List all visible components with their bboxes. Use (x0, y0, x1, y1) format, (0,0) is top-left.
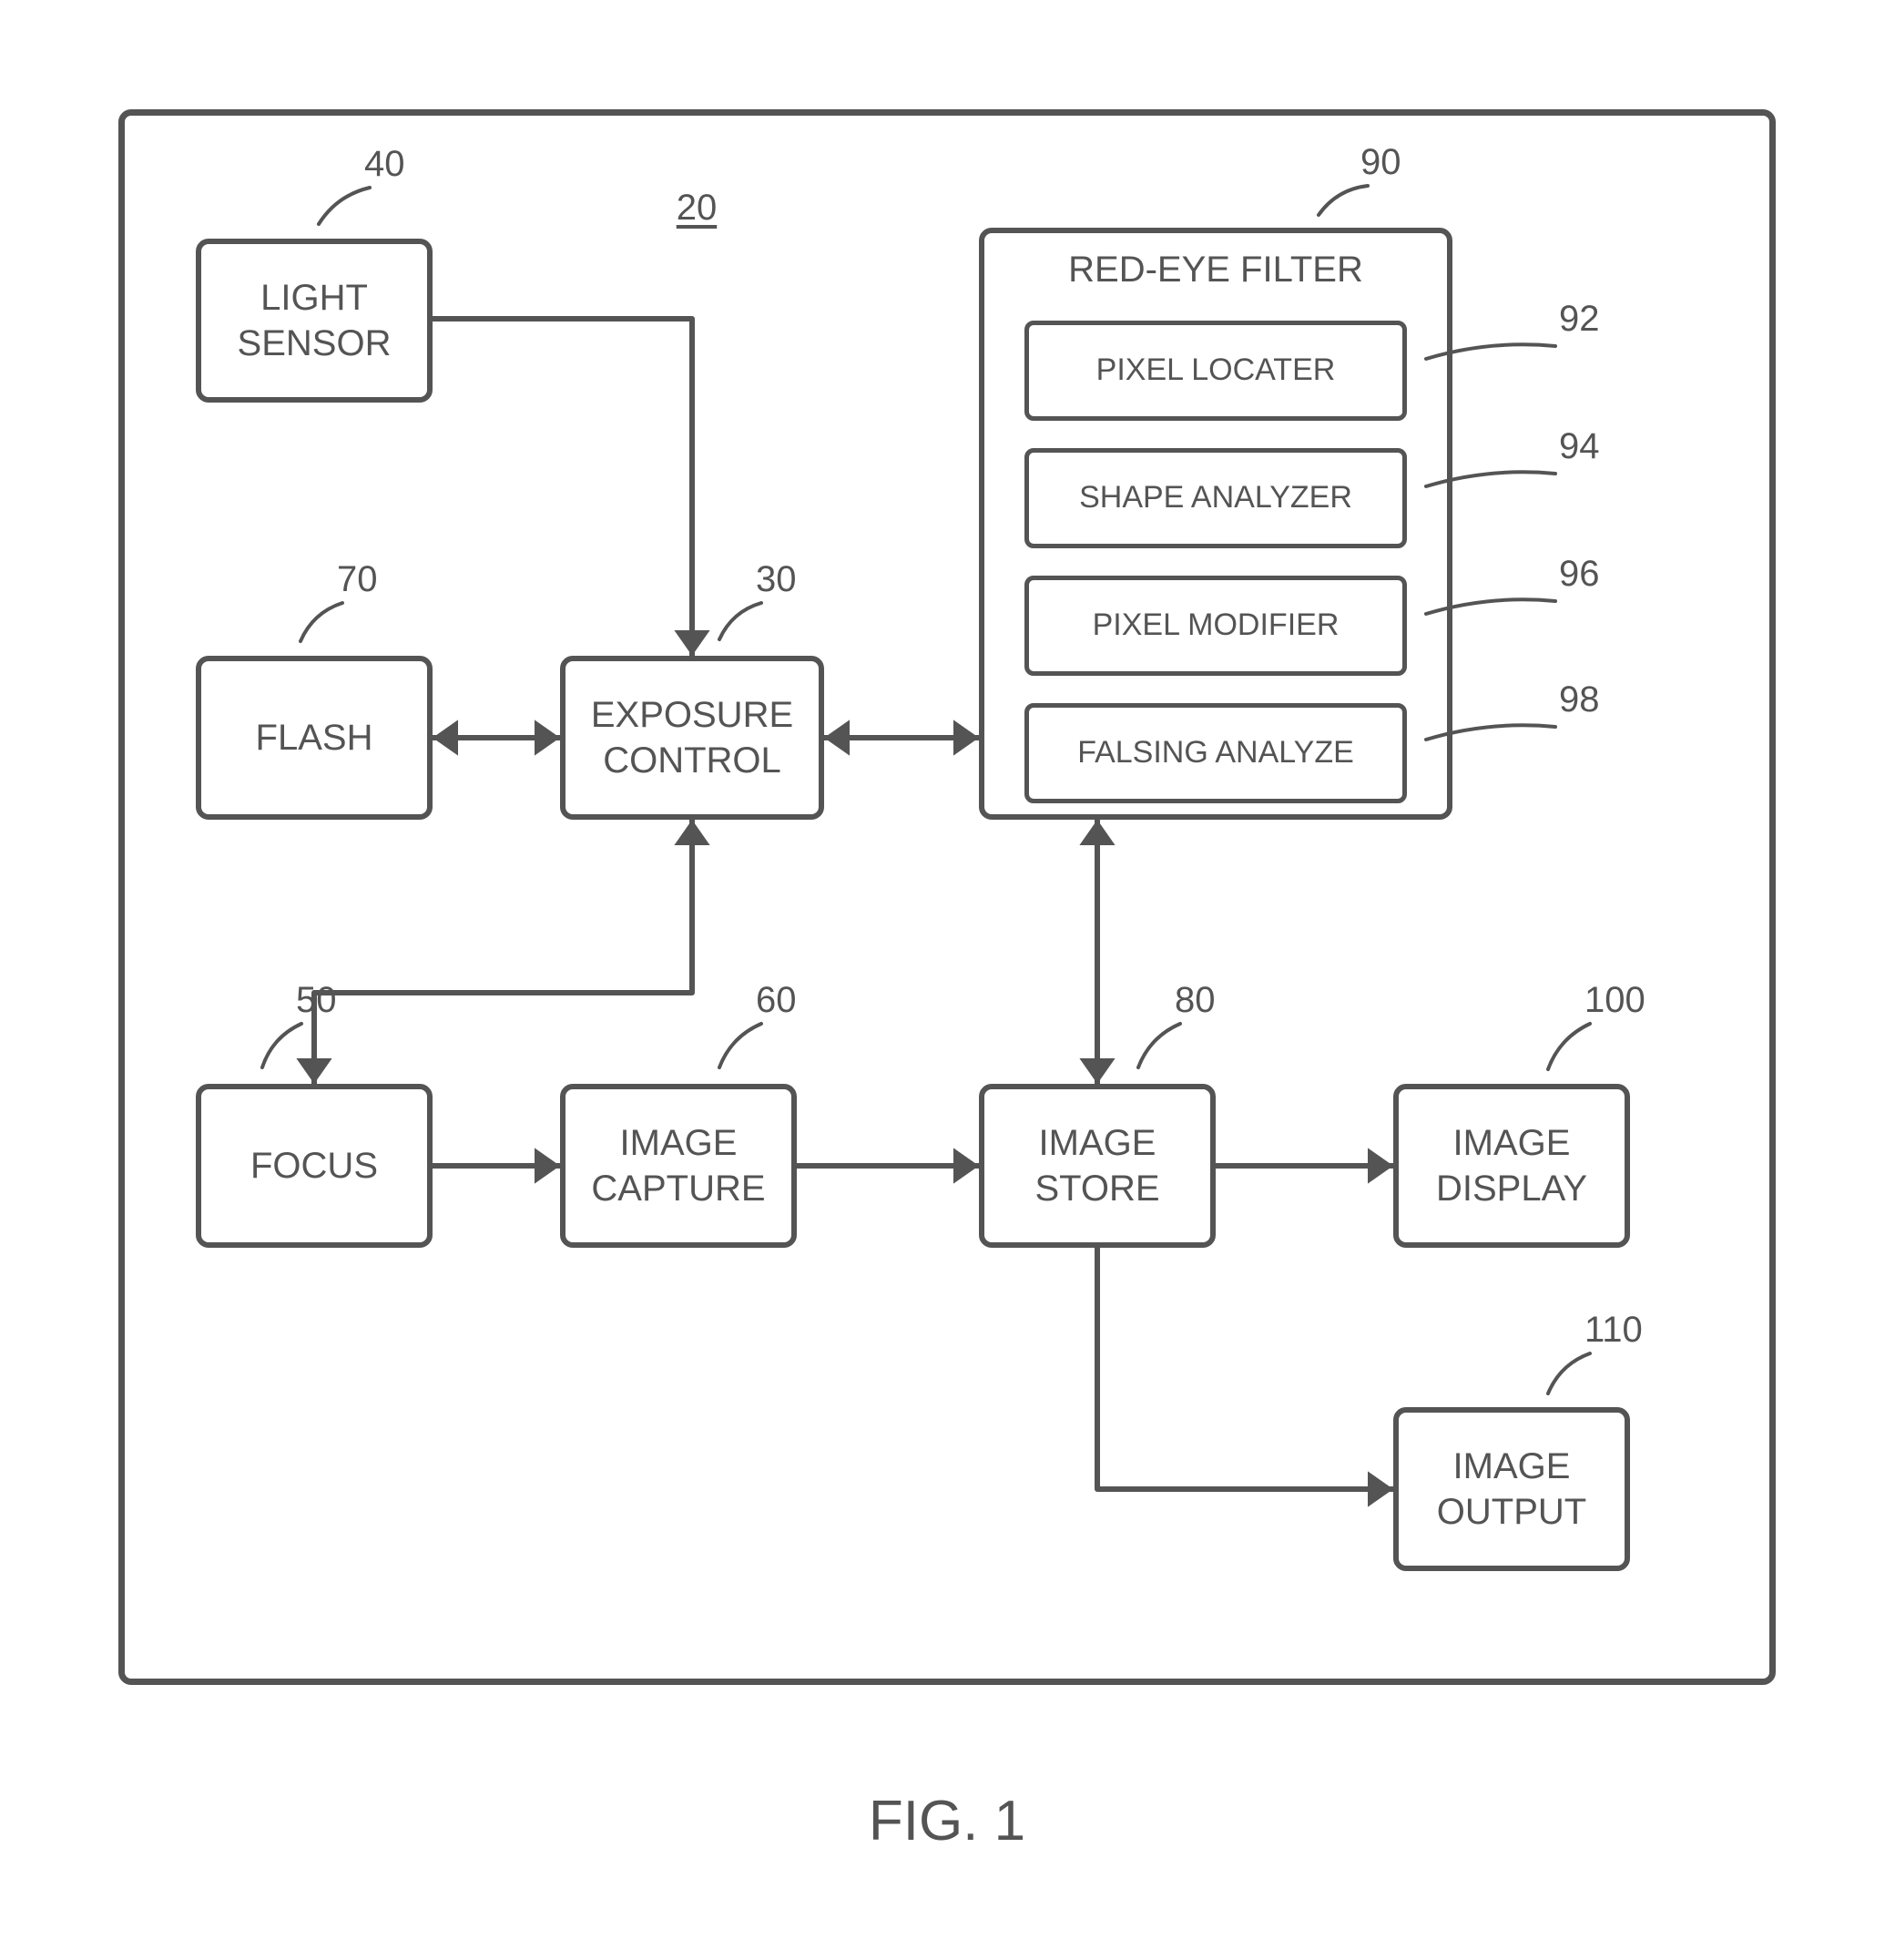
image-output-box: IMAGE OUTPUT (1393, 1407, 1630, 1571)
figure-caption: FIG. 1 (765, 1793, 1129, 1850)
image-capture-ref: 60 (756, 982, 797, 1018)
flash-box: FLASH (196, 656, 433, 820)
light-sensor-box: LIGHT SENSOR (196, 239, 433, 403)
image-display-label: IMAGE DISPLAY (1436, 1120, 1587, 1211)
image-output-ref: 110 (1584, 1312, 1643, 1348)
pixel-locater-label: PIXEL LOCATER (1096, 352, 1336, 388)
exposure-control-box: EXPOSURE CONTROL (560, 656, 824, 820)
image-display-box: IMAGE DISPLAY (1393, 1084, 1630, 1248)
image-capture-label: IMAGE CAPTURE (591, 1120, 765, 1211)
red-eye-filter-title: RED-EYE FILTER (979, 251, 1452, 288)
pixel-locater-box: PIXEL LOCATER (1024, 321, 1407, 421)
falsing-analyze-box: FALSING ANALYZE (1024, 703, 1407, 803)
image-store-box: IMAGE STORE (979, 1084, 1216, 1248)
shape-analyzer-label: SHAPE ANALYZER (1079, 480, 1352, 516)
falsing-analyze-ref: 98 (1559, 681, 1600, 718)
pixel-locater-ref: 92 (1559, 301, 1600, 337)
focus-box: FOCUS (196, 1084, 433, 1248)
pixel-modifier-ref: 96 (1559, 556, 1600, 592)
exposure-control-label: EXPOSURE CONTROL (591, 692, 793, 783)
image-store-label: IMAGE STORE (1034, 1120, 1159, 1211)
pixel-modifier-label: PIXEL MODIFIER (1093, 607, 1340, 643)
pixel-modifier-box: PIXEL MODIFIER (1024, 576, 1407, 676)
shape-analyzer-box: SHAPE ANALYZER (1024, 448, 1407, 548)
image-store-ref: 80 (1175, 982, 1216, 1018)
focus-ref: 50 (296, 982, 337, 1018)
image-output-label: IMAGE OUTPUT (1437, 1444, 1586, 1535)
light-sensor-label: LIGHT SENSOR (238, 275, 392, 366)
flash-label: FLASH (256, 715, 373, 761)
light-sensor-ref: 40 (364, 146, 405, 182)
focus-label: FOCUS (250, 1143, 378, 1189)
image-capture-box: IMAGE CAPTURE (560, 1084, 797, 1248)
red-eye-filter-ref: 90 (1360, 144, 1401, 180)
shape-analyzer-ref: 94 (1559, 428, 1600, 464)
falsing-analyze-label: FALSING ANALYZE (1077, 735, 1354, 771)
diagram-canvas: 20 LIGHT SENSOR 40 FLASH 70 EXPOSURE CONTROL 3… (0, 0, 1895, 1960)
flash-ref: 70 (337, 561, 378, 597)
system-ref-label: 20 (660, 189, 733, 226)
exposure-control-ref: 30 (756, 561, 797, 597)
image-display-ref: 100 (1584, 982, 1645, 1018)
